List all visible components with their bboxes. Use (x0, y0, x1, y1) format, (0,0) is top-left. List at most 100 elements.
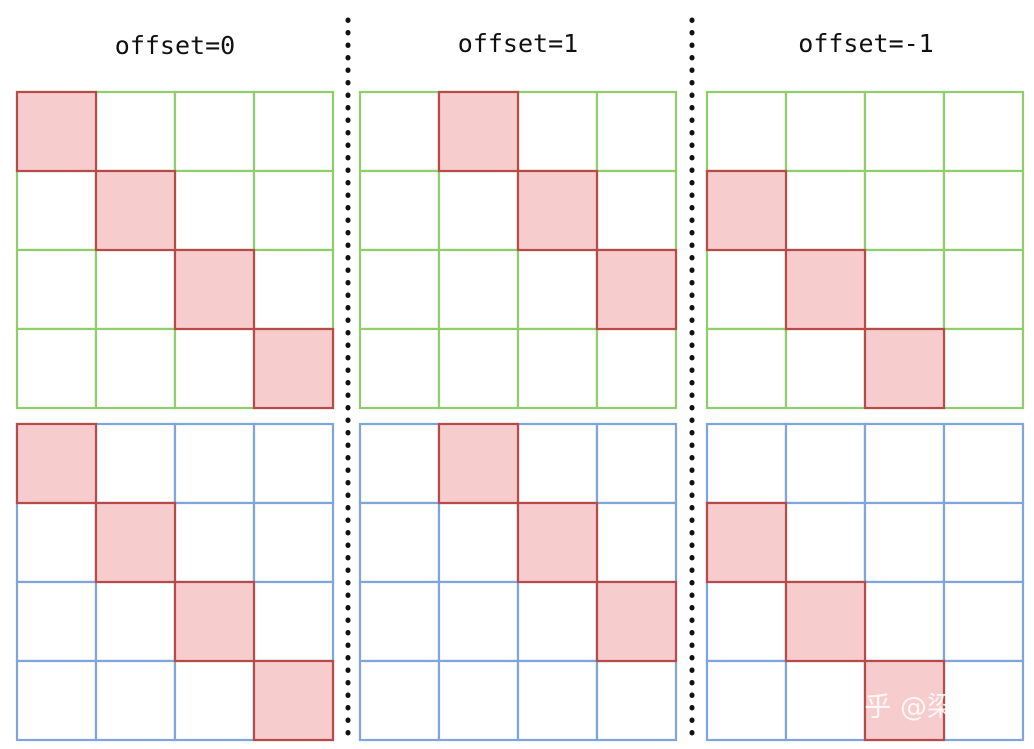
grid-cell (784, 327, 867, 410)
grid-cell (516, 659, 599, 742)
grid-cell (437, 248, 520, 331)
grid-cell (784, 501, 867, 584)
grid-cell (252, 501, 335, 584)
offset-1-blue-grid (358, 422, 678, 742)
diagonal-cell (94, 501, 177, 584)
grid-cell (784, 90, 867, 173)
diagonal-cell (15, 422, 98, 505)
offset-0-green-grid (15, 90, 335, 410)
grid-cell (595, 327, 678, 410)
diagonal-cell (437, 422, 520, 505)
grid-cell (942, 422, 1025, 505)
grid-cell (15, 248, 98, 331)
grid-cell (15, 580, 98, 663)
diagonal-cell (252, 659, 335, 742)
offset-panels (15, 90, 1025, 742)
grid-cell (437, 169, 520, 252)
diagonal-cell (252, 327, 335, 410)
grid-cell (863, 248, 946, 331)
diagonal-cell (705, 169, 788, 252)
grid-cell (516, 422, 599, 505)
grid-cell (942, 169, 1025, 252)
grid-cell (784, 659, 867, 742)
grid-cell (94, 580, 177, 663)
diagonal-cell (784, 580, 867, 663)
diagonal-cell (173, 248, 256, 331)
watermark: 知乎 @梁德澎 (837, 692, 1008, 723)
grid-cell (252, 422, 335, 505)
grid-cell (705, 422, 788, 505)
grid-cell (358, 327, 441, 410)
grid-cell (863, 90, 946, 173)
grid-cell (94, 327, 177, 410)
grid-cell (863, 169, 946, 252)
grid-cell (252, 248, 335, 331)
diagonal-cell (437, 90, 520, 173)
grid-cell (516, 580, 599, 663)
grid-cell (863, 580, 946, 663)
offset-0-title: offset=0 (115, 31, 235, 60)
grid-cell (437, 659, 520, 742)
grid-cell (942, 501, 1025, 584)
diagonal-cell (516, 501, 599, 584)
grid-cell (358, 169, 441, 252)
grid-cell (358, 422, 441, 505)
offset-1-title: offset=1 (458, 29, 578, 58)
column-separators (345, 17, 695, 748)
grid-cell (705, 327, 788, 410)
grid-cell (863, 501, 946, 584)
grid-cell (863, 422, 946, 505)
grid-cell (705, 248, 788, 331)
grid-cell (942, 248, 1025, 331)
grid-cell (705, 659, 788, 742)
diagonal-cell (595, 580, 678, 663)
grid-cell (173, 327, 256, 410)
grid-cell (358, 501, 441, 584)
grid-cell (173, 659, 256, 742)
grid-cell (705, 580, 788, 663)
grid-cell (942, 580, 1025, 663)
grid-cell (784, 169, 867, 252)
diagonal-cell (705, 501, 788, 584)
grid-cell (437, 580, 520, 663)
grid-cell (94, 659, 177, 742)
grid-cell (942, 90, 1025, 173)
offset-neg1-blue-grid (705, 422, 1025, 742)
grid-cell (942, 327, 1025, 410)
grid-cell (358, 580, 441, 663)
offset-1-green-grid (358, 90, 678, 410)
grid-cell (595, 90, 678, 173)
grid-cell (94, 90, 177, 173)
grid-cell (595, 659, 678, 742)
diagonal-cell (94, 169, 177, 252)
diagonal-cell (15, 90, 98, 173)
grid-cell (15, 327, 98, 410)
diagonal-cell (863, 327, 946, 410)
grid-cell (15, 169, 98, 252)
diagonal-cell (863, 659, 946, 742)
diagonal-cell (595, 248, 678, 331)
grid-cell (173, 422, 256, 505)
grid-cell (173, 90, 256, 173)
grid-cell (784, 422, 867, 505)
grid-cell (15, 501, 98, 584)
grid-cell (173, 169, 256, 252)
grid-cell (437, 501, 520, 584)
grid-cell (516, 248, 599, 331)
grid-cell (94, 422, 177, 505)
grid-cell (252, 90, 335, 173)
grid-cell (15, 659, 98, 742)
grid-cell (252, 580, 335, 663)
offset-neg1-green-grid (705, 90, 1025, 410)
grid-cell (358, 248, 441, 331)
grid-cell (358, 90, 441, 173)
grid-cell (516, 327, 599, 410)
grid-cell (595, 501, 678, 584)
grid-cell (252, 169, 335, 252)
grid-cell (705, 90, 788, 173)
offset-neg1-title: offset=-1 (798, 29, 933, 58)
grid-cell (173, 501, 256, 584)
grid-cell (595, 169, 678, 252)
offset-0-blue-grid (15, 422, 335, 742)
diagonal-cell (516, 169, 599, 252)
